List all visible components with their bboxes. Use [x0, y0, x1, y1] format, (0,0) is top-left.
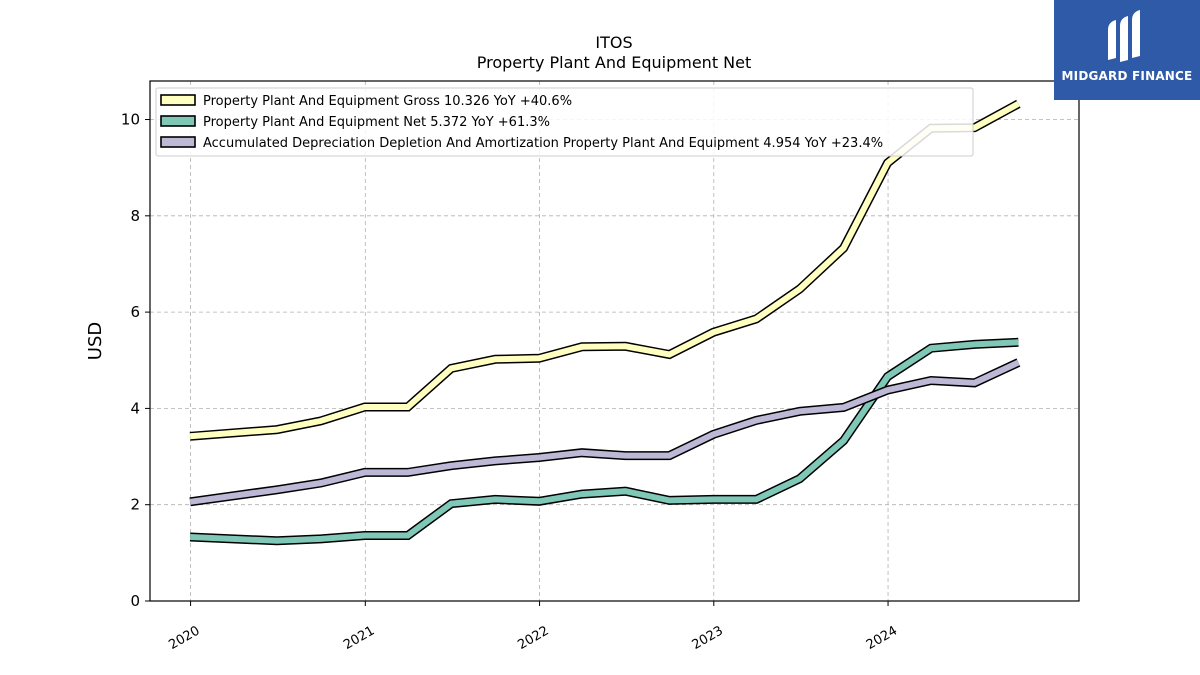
y-axis-label: USD: [85, 322, 106, 360]
brand-name: MIDGARD FINANCE: [1061, 69, 1193, 83]
y-tick-label: 8: [130, 207, 140, 225]
legend-entry: Accumulated Depreciation Depletion And A…: [203, 136, 883, 151]
chart-subtitle: Property Plant And Equipment Net: [477, 53, 752, 72]
legend-entry: Property Plant And Equipment Gross 10.32…: [203, 94, 572, 109]
series-line-outline: [189, 358, 1021, 507]
series-line: [189, 359, 1020, 505]
y-tick-label: 0: [130, 592, 140, 610]
chart-title: ITOS: [595, 33, 632, 52]
series-line: [189, 339, 1019, 544]
x-axis: 2020 2021 2022 2023 2024: [166, 601, 900, 653]
series-line: [189, 101, 1020, 440]
legend-entry: Property Plant And Equipment Net 5.372 Y…: [203, 115, 550, 130]
brand-logo: MIDGARD FINANCE: [1054, 0, 1200, 100]
x-tick-label: 2024: [864, 623, 900, 653]
y-tick-label: 4: [130, 399, 140, 417]
grid: [150, 81, 1079, 602]
legend-swatch: [160, 94, 196, 106]
legend-swatch: [160, 115, 196, 127]
y-tick-label: 2: [130, 496, 140, 514]
legend-swatch: [160, 136, 196, 148]
y-tick-label: 10: [121, 111, 140, 129]
y-axis: 0 2 4 6 8 10: [121, 111, 150, 610]
logo-mark-icon: [1108, 10, 1140, 62]
legend-box: [155, 87, 974, 157]
series-3: [189, 358, 1021, 507]
plot-frame: [149, 80, 1080, 602]
series-layer: [189, 99, 1021, 546]
x-tick-label: 2023: [690, 623, 726, 653]
series-2: [189, 337, 1019, 546]
legend: Property Plant And Equipment Gross 10.32…: [155, 87, 974, 157]
x-tick-label: 2020: [166, 623, 202, 653]
series-1: [189, 99, 1021, 441]
y-tick-label: 6: [130, 303, 140, 321]
x-tick-label: 2022: [515, 623, 551, 653]
x-tick-label: 2021: [341, 623, 377, 653]
